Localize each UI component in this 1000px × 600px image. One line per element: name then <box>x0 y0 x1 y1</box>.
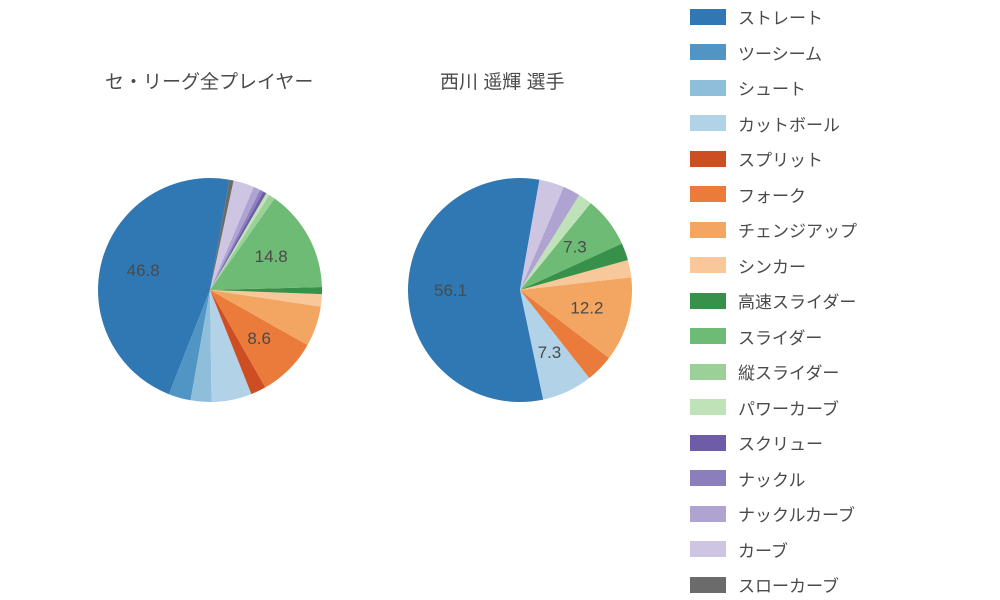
legend-item: ナックル <box>690 466 990 491</box>
chart-root: セ・リーグ全プレイヤー 46.8 8.6 14.8 西川 遥輝 選手 56.1 7.3 12.… <box>0 0 1000 600</box>
legend-swatch <box>690 9 726 25</box>
legend-label: フォーク <box>738 182 806 207</box>
legend-item: スプリット <box>690 146 990 171</box>
pie-slice-label: 56.1 <box>434 281 467 300</box>
legend-item: シンカー <box>690 253 990 278</box>
legend-swatch <box>690 186 726 202</box>
legend-label: ナックルカーブ <box>738 501 855 526</box>
legend-swatch <box>690 328 726 344</box>
legend-item: シュート <box>690 75 990 100</box>
legend-item: ストレート <box>690 4 990 29</box>
legend-swatch <box>690 44 726 60</box>
legend-item: 高速スライダー <box>690 288 990 313</box>
legend-label: スクリュー <box>738 430 823 455</box>
legend-swatch <box>690 399 726 415</box>
legend-item: ツーシーム <box>690 40 990 65</box>
legend-label: 高速スライダー <box>738 288 856 313</box>
legend-item: スライダー <box>690 324 990 349</box>
legend-label: スライダー <box>738 324 822 349</box>
legend-item: カーブ <box>690 537 990 562</box>
legend-label: パワーカーブ <box>738 395 839 420</box>
legend-swatch <box>690 222 726 238</box>
legend-swatch <box>690 541 726 557</box>
legend-label: 縦スライダー <box>738 359 839 384</box>
legend: ストレートツーシームシュートカットボールスプリットフォークチェンジアップシンカー… <box>690 0 990 600</box>
legend-item: スローカーブ <box>690 572 990 597</box>
legend-label: ツーシーム <box>738 40 822 65</box>
legend-swatch <box>690 470 726 486</box>
legend-item: チェンジアップ <box>690 217 990 242</box>
pie-slice-label: 12.2 <box>570 298 603 317</box>
legend-item: 縦スライダー <box>690 359 990 384</box>
legend-swatch <box>690 115 726 131</box>
legend-item: ナックルカーブ <box>690 501 990 526</box>
legend-label: カーブ <box>738 537 788 562</box>
pie-title: 西川 遥輝 選手 <box>440 71 565 93</box>
legend-label: スプリット <box>738 146 823 171</box>
legend-item: カットボール <box>690 111 990 136</box>
legend-label: ナックル <box>738 466 806 491</box>
chart-area: セ・リーグ全プレイヤー 46.8 8.6 14.8 西川 遥輝 選手 56.1 7.3 12.… <box>0 0 680 600</box>
legend-item: フォーク <box>690 182 990 207</box>
legend-swatch <box>690 364 726 380</box>
legend-swatch <box>690 435 726 451</box>
legend-swatch <box>690 577 726 593</box>
legend-label: シンカー <box>738 253 806 278</box>
pie-slice-label: 8.6 <box>247 329 271 348</box>
legend-item: パワーカーブ <box>690 395 990 420</box>
legend-label: ストレート <box>738 4 823 29</box>
legend-label: スローカーブ <box>738 572 839 597</box>
legend-swatch <box>690 506 726 522</box>
pie-slice-label: 46.8 <box>127 261 160 280</box>
pie-title: セ・リーグ全プレイヤー <box>105 71 313 93</box>
pie-slice-label: 14.8 <box>255 247 288 266</box>
legend-swatch <box>690 293 726 309</box>
legend-label: カットボール <box>738 111 840 136</box>
legend-swatch <box>690 257 726 273</box>
legend-item: スクリュー <box>690 430 990 455</box>
pie-charts-svg: セ・リーグ全プレイヤー 46.8 8.6 14.8 西川 遥輝 選手 56.1 7.3 12.… <box>0 0 680 600</box>
legend-swatch <box>690 151 726 167</box>
pie-slice-label: 7.3 <box>538 343 562 362</box>
legend-label: シュート <box>738 75 806 100</box>
legend-swatch <box>690 80 726 96</box>
legend-label: チェンジアップ <box>738 217 857 242</box>
pie-slice-label: 7.3 <box>563 238 587 257</box>
